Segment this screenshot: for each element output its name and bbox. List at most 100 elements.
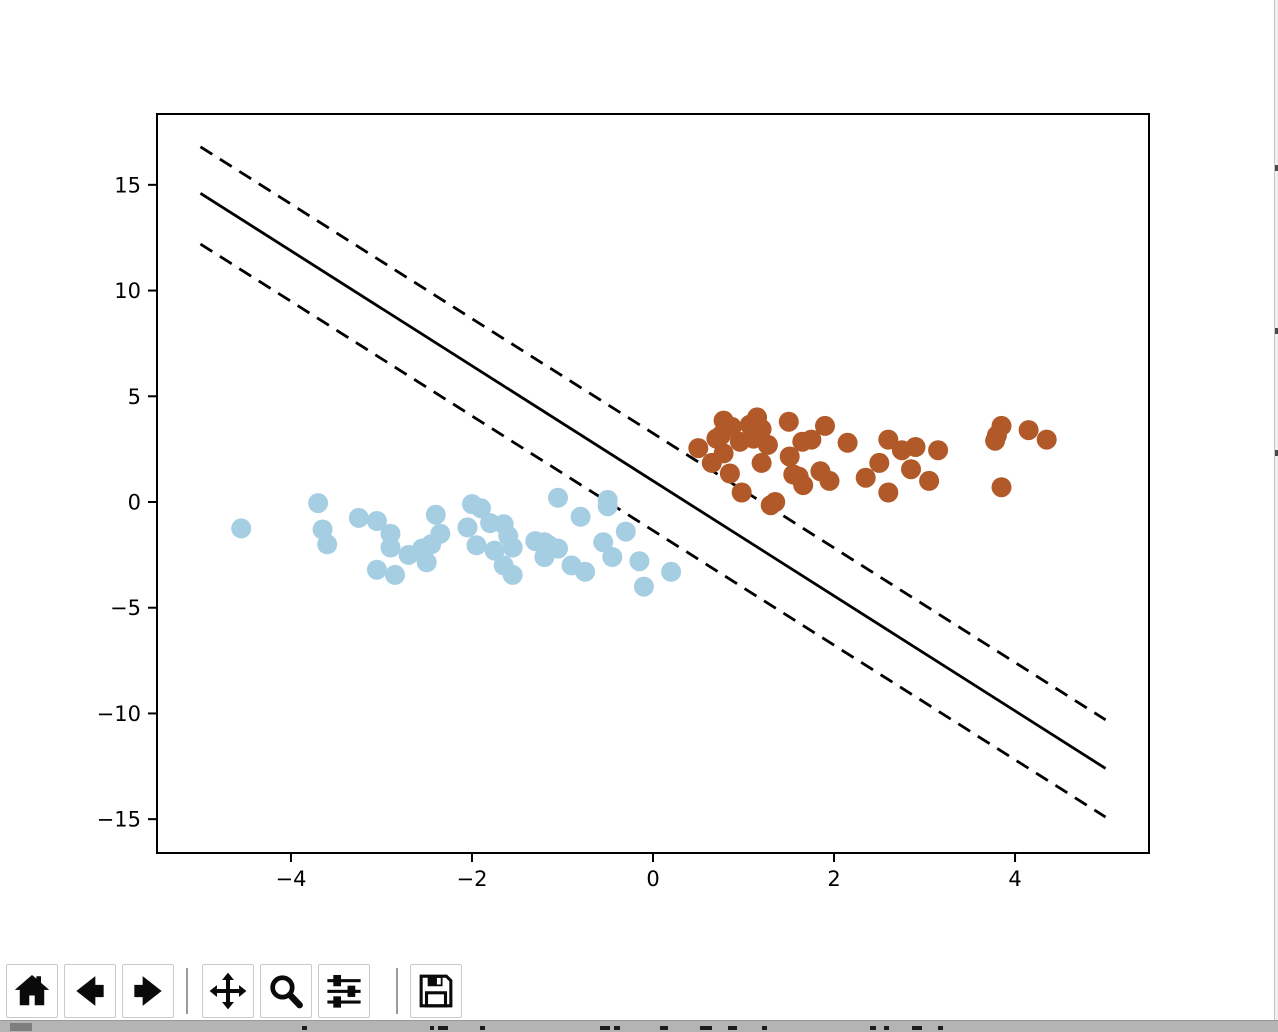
data-point [416,552,437,573]
data-point [615,521,636,542]
data-point [760,495,781,516]
data-point [783,464,804,485]
data-point [869,452,890,473]
data-point [901,459,921,480]
background-scrollbar-fragment [10,1023,32,1031]
y-tick-label: −5 [110,596,141,620]
plot-artists [199,145,1107,819]
data-point [366,559,387,580]
data-point [1018,420,1039,441]
x-tick-label: 2 [827,867,840,891]
data-point [425,504,446,525]
data-point [731,482,752,503]
data-point [502,564,523,585]
pan-arrows-icon [209,972,247,1010]
data-point [502,537,523,558]
occluded-text-fragment [480,1026,485,1030]
data-point [751,419,772,440]
occluded-text-fragment [614,1026,620,1030]
y-tick-label: 10 [114,279,141,303]
forward-button[interactable] [122,964,174,1018]
occluded-text-fragment [762,1026,767,1030]
navigation-toolbar [0,962,1278,1020]
home-button[interactable] [6,964,58,1018]
data-point [348,507,369,528]
x-tick-label: −2 [456,867,487,891]
background-window-strip [0,1020,1278,1032]
data-point [471,498,491,519]
data-point [855,467,876,488]
data-point [593,532,614,553]
y-tick-label: 5 [128,385,141,409]
background-window-scrollbar[interactable] [1274,0,1278,1020]
data-point [779,446,800,467]
occluded-text-fragment [438,1026,448,1030]
data-point [430,523,451,544]
data-point [308,493,329,514]
data-point [688,438,709,459]
data-point [905,437,926,457]
axis-ticks: −4 −2 0 2 4 15 10 5 0 −5 −10 −15 [97,173,1022,891]
y-tick-label: −15 [97,808,141,832]
plot-canvas[interactable]: −4 −2 0 2 4 15 10 5 0 −5 −10 −15 [0,0,1278,962]
configure-subplots-button[interactable] [318,964,370,1018]
x-tick-label: 0 [646,867,659,891]
x-tick-label: −4 [275,867,306,891]
toolbar-separator [186,968,188,1014]
occluded-text-fragment [938,1026,943,1030]
data-point [231,518,252,539]
data-point [1036,429,1057,450]
data-point [534,532,555,553]
y-tick-label: 0 [128,491,141,515]
data-point [466,535,487,556]
data-point [837,432,858,453]
margin-upper-line [199,145,1107,721]
back-arrow-icon [71,972,109,1010]
data-point [878,482,899,503]
data-point [792,431,813,452]
data-point [757,434,778,455]
data-point [548,487,568,508]
save-button[interactable] [410,964,462,1018]
data-point [878,429,899,450]
y-tick-label: −10 [97,702,141,726]
class-0-lightblue-points [231,487,682,597]
data-point [629,551,650,572]
y-tick-label: 15 [114,173,141,197]
data-point [597,489,618,510]
data-point [751,452,772,473]
data-point [661,561,682,582]
zoom-magnifier-icon [267,972,305,1010]
data-point [380,537,401,558]
subplots-sliders-icon [325,972,363,1010]
data-point [919,470,940,491]
occluded-text-fragment [870,1026,876,1030]
data-point [484,540,505,561]
data-point [991,477,1012,498]
home-icon [13,972,51,1010]
class-1-brown-points [688,407,1057,516]
data-point [633,576,654,597]
save-floppy-icon [417,972,455,1010]
pan-button[interactable] [202,964,254,1018]
data-point [928,440,949,461]
occluded-text-fragment [728,1026,737,1030]
back-button[interactable] [64,964,116,1018]
data-point [710,425,731,446]
data-point [575,561,596,582]
data-point [719,463,740,484]
data-point [317,534,338,555]
data-point [778,411,799,432]
data-point [570,506,591,527]
forward-arrow-icon [129,972,167,1010]
occluded-text-fragment [884,1026,889,1030]
zoom-button[interactable] [260,964,312,1018]
occluded-text-fragment [600,1026,610,1030]
data-point [380,523,401,544]
data-point [819,470,840,491]
data-point [457,517,478,538]
data-point [713,443,734,464]
data-point [815,415,835,436]
data-point [366,511,387,531]
occluded-text-fragment [912,1026,922,1030]
